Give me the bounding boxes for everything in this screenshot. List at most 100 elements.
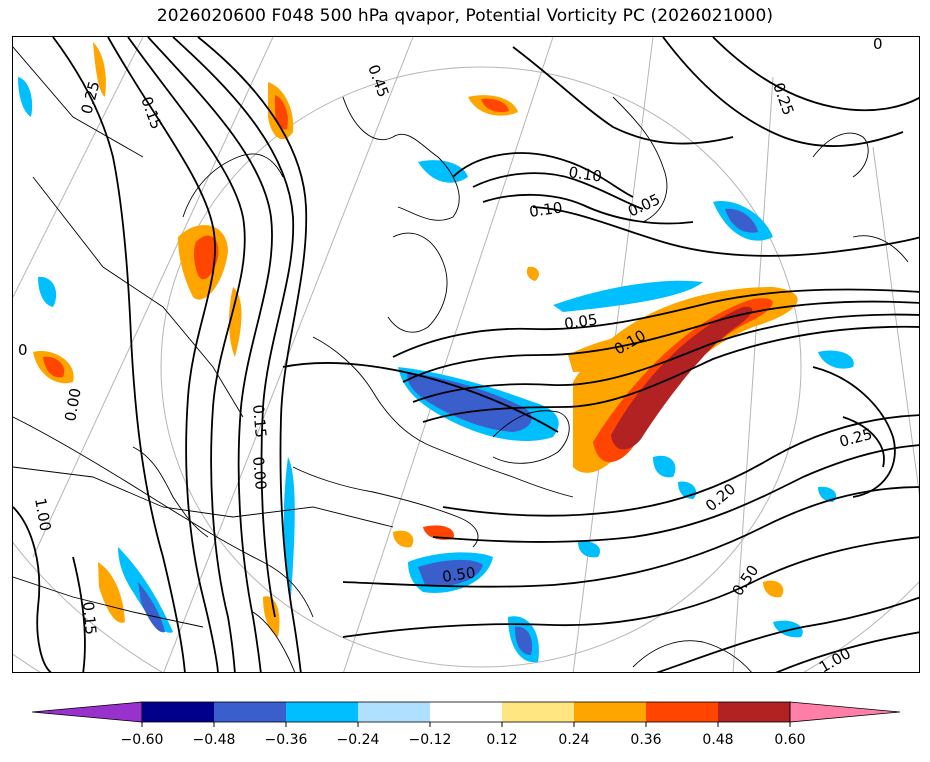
border <box>13 46 144 158</box>
pv-contour <box>812 366 896 498</box>
contour-label: 0.45 <box>364 62 392 100</box>
shade-blue <box>138 582 165 633</box>
pv-contour <box>432 444 919 543</box>
shade-orange <box>98 562 125 623</box>
contour-label: 0 <box>18 341 28 359</box>
pv-contour <box>472 172 644 210</box>
meridian-line <box>732 76 774 672</box>
contour-label: 1.00 <box>31 497 55 533</box>
shade-cyan <box>773 620 803 638</box>
coastline <box>292 466 479 548</box>
coastline <box>312 336 574 498</box>
coastline <box>132 446 209 538</box>
colorbar-tick-label: −0.24 <box>337 732 380 748</box>
pv-contour <box>532 206 919 257</box>
contour-label: 0.15 <box>249 404 270 439</box>
meridian-line <box>13 37 144 298</box>
pv-contour <box>712 37 919 112</box>
map-canvas: 0.25 0.15 0.10 0.10 0.05 0.25 0.05 0.10 … <box>13 37 919 672</box>
colorbar-body <box>31 701 901 723</box>
colorbar-tick-label: 0.48 <box>702 732 733 748</box>
contour-label: 0.25 <box>769 80 797 118</box>
shade-red <box>193 235 219 280</box>
contour-label: 0.10 <box>567 163 603 185</box>
contour-label-layer: 0.25 0.15 0.10 0.10 0.05 0.25 0.05 0.10 … <box>18 37 883 672</box>
colorbar-segment <box>142 702 214 722</box>
contour-label: 0.00 <box>249 456 270 491</box>
contour-label: 0.00 <box>61 387 85 423</box>
pv-contour <box>342 486 919 588</box>
coastline <box>612 96 668 223</box>
colorbar-segment <box>718 702 790 722</box>
colorbar-tick-label: −0.48 <box>193 732 236 748</box>
contour-label: 0.50 <box>441 563 477 585</box>
shading-layer <box>18 42 854 663</box>
pv-contour <box>452 152 634 198</box>
colorbar-tick-label: −0.36 <box>265 732 308 748</box>
shade-blue <box>418 559 483 587</box>
shade-red <box>481 98 509 113</box>
colorbar-segment <box>574 702 646 722</box>
shade-blue <box>515 626 533 655</box>
colorbar-under-extension <box>31 701 143 723</box>
pv-contour <box>342 536 919 638</box>
shade-blue <box>407 372 532 432</box>
shade-red <box>43 356 65 378</box>
contour-label: 0.25 <box>837 425 874 451</box>
shade-cyan <box>653 455 676 478</box>
pv-contour <box>127 37 246 672</box>
meridian-line <box>32 37 274 558</box>
coastline <box>387 232 448 333</box>
shade-cyan <box>578 541 601 558</box>
shade-orange <box>93 42 106 97</box>
colorbar-segment <box>430 702 502 722</box>
contour-label: 0.25 <box>77 79 103 116</box>
pv-contour <box>412 313 919 403</box>
shade-orange <box>229 287 242 357</box>
border <box>13 466 394 528</box>
shade-orange <box>526 266 539 281</box>
pv-contour <box>662 37 904 147</box>
map-panel: 0.25 0.15 0.10 0.10 0.05 0.25 0.05 0.10 … <box>12 36 920 673</box>
shade-red <box>275 95 288 130</box>
colorbar-over-extension <box>789 701 901 723</box>
colorbar-segment <box>646 702 718 722</box>
pv-contour <box>72 556 86 672</box>
pv-contour <box>422 325 919 423</box>
latitude-circle <box>160 66 802 668</box>
colorbar-segment <box>214 702 286 722</box>
contour-label: 0.05 <box>563 310 599 332</box>
coastline <box>632 640 752 672</box>
shade-cyan <box>818 350 854 369</box>
pv-contour <box>172 37 295 618</box>
colorbar-tick-label: 0.60 <box>774 732 805 748</box>
pv-contour <box>656 596 919 672</box>
contour-label: 0.15 <box>79 601 100 636</box>
coastline <box>492 410 570 464</box>
shade-orange <box>568 333 673 372</box>
colorbar-tick-label: 0.12 <box>486 732 517 748</box>
meridian-line <box>343 37 554 672</box>
pv-contour <box>392 288 919 358</box>
shade-cyan <box>118 547 173 633</box>
coastline <box>342 96 460 221</box>
colorbar-frame <box>141 701 791 723</box>
border <box>32 176 244 418</box>
shade-orange <box>263 596 280 637</box>
colorbar-tick-label: 0.36 <box>630 732 661 748</box>
shade-cyan <box>283 457 295 597</box>
coastline <box>252 611 296 672</box>
pv-contour <box>402 300 919 383</box>
pv-contour <box>107 37 219 672</box>
shade-cyan <box>38 276 57 307</box>
pv-contour <box>512 46 734 145</box>
colorbar-segment <box>286 702 358 722</box>
pv-contour <box>775 631 919 672</box>
pv-contour <box>13 506 53 672</box>
pv-contour <box>442 414 919 517</box>
pv-contour <box>482 193 694 225</box>
pv-contour <box>147 37 273 672</box>
colorbar-segment <box>358 702 430 722</box>
shade-cyan <box>418 160 468 183</box>
pv-contour <box>197 37 308 672</box>
